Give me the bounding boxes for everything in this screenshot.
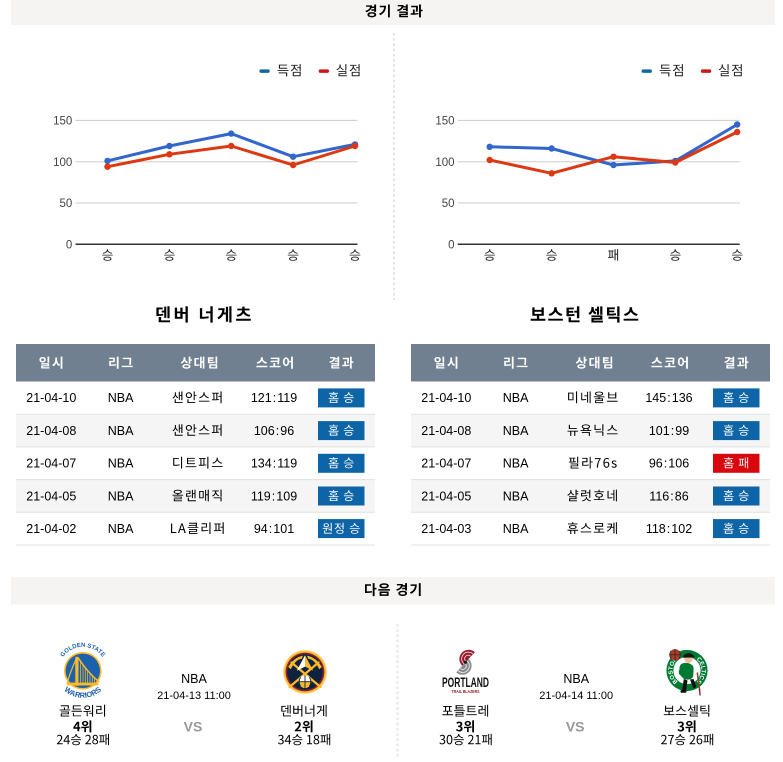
svg-text:96 : 106: 96 : 106: [649, 457, 689, 471]
svg-text:NBA: NBA: [503, 489, 529, 503]
svg-text:21-04-05: 21-04-05: [421, 489, 471, 503]
svg-text:21-04-03: 21-04-03: [421, 522, 471, 536]
svg-text:CELTICS: CELTICS: [695, 657, 706, 685]
svg-text:21-04-13 11:00: 21-04-13 11:00: [157, 690, 231, 702]
svg-text:106 : 96: 106 : 96: [254, 424, 294, 438]
svg-text:94 : 101: 94 : 101: [254, 522, 294, 536]
svg-text:NBA: NBA: [503, 424, 529, 438]
svg-text:PORTLAND: PORTLAND: [442, 675, 489, 690]
svg-text:121 : 119: 121 : 119: [251, 391, 297, 405]
svg-text:21-04-02: 21-04-02: [26, 522, 76, 536]
svg-text:21-04-07: 21-04-07: [421, 457, 471, 471]
svg-text:50: 50: [442, 198, 455, 210]
svg-text:21-04-14 11:00: 21-04-14 11:00: [539, 690, 613, 702]
svg-text:NBA: NBA: [503, 457, 529, 471]
svg-text:NBA: NBA: [563, 672, 589, 686]
svg-text:0: 0: [448, 240, 454, 252]
svg-text:NBA: NBA: [181, 672, 207, 686]
svg-text:NBA: NBA: [108, 391, 134, 405]
svg-text:116 : 86: 116 : 86: [649, 489, 688, 503]
svg-text:119 : 109: 119 : 109: [251, 489, 297, 503]
svg-text:NBA: NBA: [503, 391, 529, 405]
svg-text:100: 100: [435, 157, 454, 169]
svg-text:NBA: NBA: [108, 424, 134, 438]
svg-text:134 : 119: 134 : 119: [251, 457, 297, 471]
svg-text:50: 50: [60, 198, 73, 210]
svg-text:NBA: NBA: [503, 522, 529, 536]
svg-text:NBA: NBA: [108, 522, 134, 536]
svg-text:TRAIL BLAZERS: TRAIL BLAZERS: [452, 689, 480, 694]
svg-text:VS: VS: [184, 718, 203, 734]
svg-text:NBA: NBA: [108, 457, 134, 471]
svg-text:NBA: NBA: [108, 489, 134, 503]
svg-text:21-04-07: 21-04-07: [26, 457, 76, 471]
svg-text:145 : 136: 145 : 136: [645, 391, 692, 405]
svg-text:21-04-10: 21-04-10: [421, 391, 471, 405]
svg-text:150: 150: [435, 116, 454, 128]
svg-text:21-04-08: 21-04-08: [421, 424, 471, 438]
svg-text:BOSTON: BOSTON: [668, 656, 679, 684]
svg-text:101 : 99: 101 : 99: [649, 424, 689, 438]
svg-text:21-04-10: 21-04-10: [26, 391, 76, 405]
svg-text:VS: VS: [566, 718, 585, 734]
svg-text:150: 150: [53, 116, 72, 128]
svg-text:21-04-05: 21-04-05: [26, 489, 76, 503]
svg-text:100: 100: [53, 157, 72, 169]
svg-text:21-04-08: 21-04-08: [26, 424, 76, 438]
svg-text:118 : 102: 118 : 102: [646, 522, 692, 536]
svg-text:0: 0: [66, 240, 72, 252]
